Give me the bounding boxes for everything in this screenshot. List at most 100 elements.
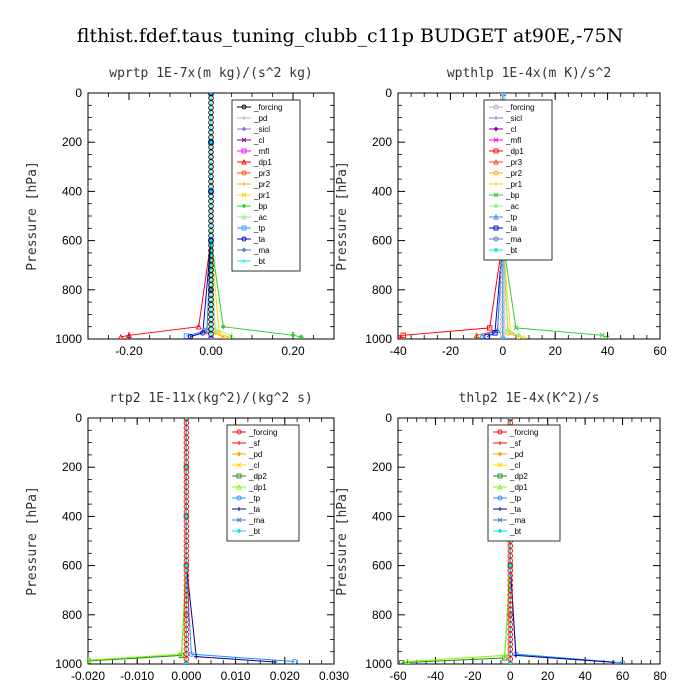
y-axis-label: Pressure [hPa] <box>25 161 40 271</box>
legend-entry: _ma <box>509 516 526 525</box>
legend-entry: _dp1 <box>253 158 272 167</box>
legend-entry: _cl <box>505 125 516 134</box>
legend-marker <box>242 116 246 120</box>
legend: _forcing _sicl _cl _mfl _dp1 _pr3 _pr2 _pr1 _bp _… <box>483 99 553 261</box>
legend-entry: _bt <box>505 246 518 255</box>
legend-marker <box>497 483 503 490</box>
legend-box <box>483 99 553 261</box>
legend-entry: _pr2 <box>505 169 523 178</box>
x-tick-label: 0.20 <box>281 344 305 358</box>
legend-marker <box>494 182 498 186</box>
legend-marker <box>241 192 247 198</box>
legend-entry: _pr3 <box>253 169 271 178</box>
y-tick-label: 800 <box>62 608 82 622</box>
series-point <box>507 661 513 664</box>
y-tick-label: 0 <box>75 86 82 100</box>
x-tick-label: 0.00 <box>199 344 223 358</box>
x-tick-label: 20 <box>549 344 563 358</box>
panel-title: thlp2 1E-4x(K^2)/s <box>459 391 600 406</box>
legend-entry: _tp <box>253 224 266 233</box>
legend-entry: _pr3 <box>505 158 523 167</box>
y-tick-label: 1000 <box>365 332 392 346</box>
series-point <box>611 660 616 664</box>
series-point <box>224 334 230 339</box>
y-tick-label: 400 <box>62 184 82 198</box>
series-point <box>195 323 202 330</box>
series-point <box>521 334 526 339</box>
x-tick-label: 80 <box>653 669 667 683</box>
legend-entry: _dp1 <box>505 147 524 156</box>
y-axis-label: Pressure [hPa] <box>335 161 350 271</box>
series-point <box>187 333 194 339</box>
series-point <box>473 332 480 338</box>
y-tick-label: 800 <box>372 283 392 297</box>
series-point <box>208 189 214 194</box>
legend-marker <box>242 259 246 263</box>
y-tick-label: 200 <box>62 135 82 149</box>
y-tick-label: 1000 <box>365 657 392 671</box>
series-point <box>505 327 511 334</box>
y-tick-label: 600 <box>62 234 82 248</box>
level-marker <box>507 656 514 662</box>
series-point <box>599 332 605 338</box>
legend-marker <box>493 137 499 143</box>
series-point <box>404 658 411 664</box>
legend-marker <box>493 247 499 253</box>
legend-entry: _tp <box>509 494 522 503</box>
y-tick-label: 400 <box>372 509 392 523</box>
legend-marker <box>241 158 247 165</box>
legend-marker <box>236 462 242 468</box>
series-point <box>298 334 304 339</box>
y-tick-label: 0 <box>75 411 82 425</box>
series-point <box>212 325 219 332</box>
legend-entry: _sf <box>248 439 260 448</box>
y-tick-label: 600 <box>372 559 392 573</box>
legend-marker <box>241 104 247 110</box>
legend-marker <box>497 429 503 435</box>
legend-entry: _sf <box>509 439 521 448</box>
y-axis-label: Pressure [hPa] <box>335 486 350 596</box>
legend-marker <box>237 441 241 445</box>
level-marker <box>500 331 506 337</box>
legend: _forcing _pd _sicl _cl _mfl _dp1 _pr3 _pr2 _pr1 _… <box>231 99 301 272</box>
series-point <box>208 336 214 339</box>
legend-entry: _ma <box>253 246 270 255</box>
x-tick-label: 0 <box>499 344 506 358</box>
series-line-ac <box>210 93 232 336</box>
legend-entry: _tp <box>505 213 518 222</box>
level-marker <box>183 656 190 662</box>
series-line-tp <box>186 93 212 337</box>
legend-marker <box>494 116 498 120</box>
series-point <box>398 335 401 339</box>
legend-marker <box>493 158 499 165</box>
legend-marker <box>236 528 242 534</box>
level-marker <box>208 331 214 337</box>
legend-marker <box>236 473 242 479</box>
legend-entry: _forcing <box>253 103 282 112</box>
series-point <box>126 332 132 338</box>
series-point <box>500 336 506 339</box>
series-point <box>492 330 498 336</box>
series-point <box>208 93 214 96</box>
x-tick-label: -40 <box>427 669 445 683</box>
x-tick-label: 40 <box>601 344 615 358</box>
series-point <box>208 140 214 145</box>
legend-entry: _dp1 <box>509 483 528 492</box>
legend-entry: _ac <box>253 213 267 222</box>
legend-marker <box>493 203 499 209</box>
legend-marker <box>241 236 247 242</box>
legend-entry: _pr2 <box>253 180 271 189</box>
legend-entry: _tp <box>248 494 261 503</box>
legend-marker <box>242 182 246 186</box>
x-tick-label: 40 <box>578 669 592 683</box>
legend-entry: _pr1 <box>505 180 523 189</box>
legend-entry: _ma <box>248 516 265 525</box>
series-point <box>228 332 235 338</box>
legend-marker <box>493 148 499 154</box>
legend-entry: _pd <box>509 450 523 459</box>
legend-entry: _cl <box>253 136 264 145</box>
panel-title: wprtp 1E-7x(m kg)/(s^2 kg) <box>109 66 313 81</box>
x-tick-label: -0.010 <box>120 669 154 683</box>
legend-entry: _mfl <box>253 147 269 156</box>
